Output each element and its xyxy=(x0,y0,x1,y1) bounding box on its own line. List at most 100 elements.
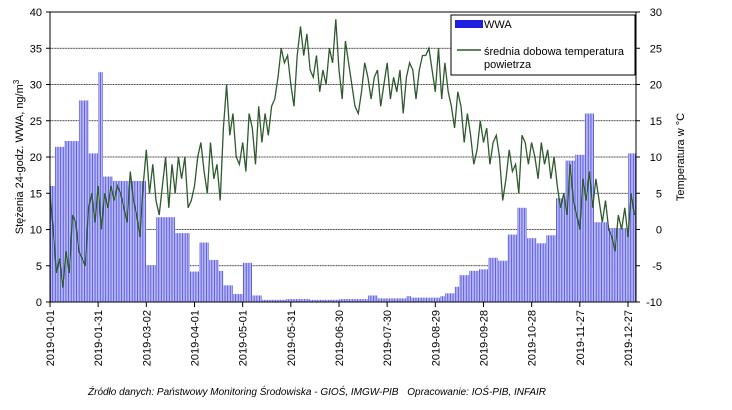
wwa-bar xyxy=(228,285,234,302)
x-tick-label: 2019-03-02 xyxy=(141,310,153,366)
chart-canvas: 0 5 10 15 20 25 30 35 40 -10 -5 0 5 10 15 20 25 30 2019-… xyxy=(12,7,687,366)
wwa-bar xyxy=(233,294,238,302)
wwa-bar xyxy=(213,259,219,302)
right-tick-label: 30 xyxy=(650,7,662,19)
wwa-bar xyxy=(64,141,70,302)
wwa-bar xyxy=(122,180,128,302)
wwa-bar xyxy=(531,238,537,302)
wwa-bar xyxy=(242,262,248,302)
x-tick-label: 2019-11-27 xyxy=(575,310,587,365)
wwa-bar xyxy=(155,217,161,302)
wwa-bar xyxy=(599,222,604,302)
left-axis-tick-labels: 0 5 10 15 20 25 30 35 40 xyxy=(30,7,42,309)
legend: WWA średnia dobowa temperatura powietrza xyxy=(450,14,636,76)
source-note-data: Źródło danych: Państwowy Monitoring Środ… xyxy=(88,387,399,398)
wwa-bar xyxy=(406,296,412,302)
right-tick-label: 10 xyxy=(650,152,662,164)
left-tick-label: 20 xyxy=(30,152,42,164)
left-axis-label: Stężenia 24-godz. WWA, ng/m3 xyxy=(12,79,26,234)
x-tick-label: 2019-05-01 xyxy=(238,310,250,366)
wwa-bar xyxy=(483,269,489,302)
wwa-bar xyxy=(459,275,465,302)
x-tick-label: 2019-05-31 xyxy=(286,310,298,366)
wwa-bar xyxy=(50,186,55,302)
wwa-bar xyxy=(151,265,156,302)
legend-line-label-2: powietrza xyxy=(484,59,532,71)
legend-line-label-1: średnia dobowa temperatura xyxy=(484,46,625,58)
wwa-bar xyxy=(261,299,287,302)
wwa-bar xyxy=(367,295,373,302)
wwa-bar xyxy=(88,153,94,302)
right-tick-label: 15 xyxy=(650,116,662,128)
right-axis-label: Temperatura w °C xyxy=(675,113,687,201)
wwa-bar xyxy=(218,270,224,302)
x-tick-label: 2019-12-27 xyxy=(623,310,635,366)
wwa-bar xyxy=(502,260,508,302)
wwa-bar xyxy=(589,113,595,302)
wwa-bar xyxy=(141,180,147,302)
wwa-bar xyxy=(107,176,113,302)
wwa-bar xyxy=(473,270,479,302)
wwa-bar xyxy=(170,217,176,302)
wwa-bar xyxy=(286,299,311,302)
wwa-bar xyxy=(497,260,503,302)
wwa-bar xyxy=(112,180,118,302)
left-tick-label: 10 xyxy=(30,225,42,237)
left-tick-label: 35 xyxy=(30,43,42,55)
legend-bar-swatch xyxy=(455,20,483,28)
wwa-bar xyxy=(627,153,636,302)
wwa-bar xyxy=(550,235,556,302)
right-tick-label: 25 xyxy=(650,43,662,55)
wwa-bar xyxy=(257,295,262,302)
wwa-bar xyxy=(372,295,378,302)
wwa-bar xyxy=(574,154,580,302)
wwa-bar xyxy=(136,180,142,302)
source-note: Źródło danych: Państwowy Monitoring Środ… xyxy=(88,387,552,398)
x-tick-label: 2019-04-01 xyxy=(189,310,201,366)
wwa-bar xyxy=(618,228,624,302)
wwa-bar xyxy=(98,72,103,302)
wwa-bar xyxy=(208,259,214,302)
right-tick-label: 20 xyxy=(650,80,662,92)
left-tick-label: 15 xyxy=(30,188,42,200)
wwa-bar xyxy=(526,238,532,302)
wwa-bar xyxy=(454,286,460,302)
x-axis-tick-labels: 2019-01-01 2019-01-31 2019-03-02 2019-04-01… xyxy=(45,310,635,366)
left-tick-label: 0 xyxy=(36,297,42,309)
wwa-bar xyxy=(608,228,614,302)
left-tick-label: 25 xyxy=(30,116,42,128)
axes xyxy=(46,11,640,307)
wwa-bar xyxy=(180,233,185,302)
wwa-bar xyxy=(102,176,108,302)
x-tick-label: 2019-01-31 xyxy=(93,310,105,366)
wwa-bar xyxy=(507,234,513,302)
bar-series-wwa xyxy=(50,12,636,302)
wwa-bar xyxy=(74,141,79,302)
right-tick-label: 5 xyxy=(656,188,662,200)
left-tick-label: 5 xyxy=(36,261,42,273)
wwa-bar xyxy=(469,270,474,302)
wwa-bar xyxy=(570,160,575,302)
wwa-bar xyxy=(117,180,123,302)
wwa-bar xyxy=(194,271,200,302)
x-tick-label: 2019-10-28 xyxy=(527,310,539,366)
right-tick-label: 0 xyxy=(656,225,662,237)
wwa-bar xyxy=(522,207,527,302)
wwa-bar xyxy=(247,262,253,302)
wwa-bar xyxy=(464,275,470,302)
wwa-bar xyxy=(83,100,89,302)
legend-bar-label: WWA xyxy=(484,19,512,31)
wwa-bar xyxy=(93,153,99,302)
x-tick-label: 2019-06-30 xyxy=(334,310,346,366)
right-tick-label: -5 xyxy=(652,261,662,273)
wwa-bar xyxy=(594,222,600,302)
wwa-bar xyxy=(478,269,484,302)
x-tick-label: 2019-09-28 xyxy=(478,310,490,366)
right-tick-label: -10 xyxy=(646,297,662,309)
wwa-bar xyxy=(555,198,561,302)
wwa-bar xyxy=(440,296,445,302)
wwa-bar xyxy=(165,217,171,302)
wwa-bar xyxy=(512,234,518,302)
wwa-bar xyxy=(199,242,205,302)
x-tick-label: 2019-08-29 xyxy=(430,310,442,366)
